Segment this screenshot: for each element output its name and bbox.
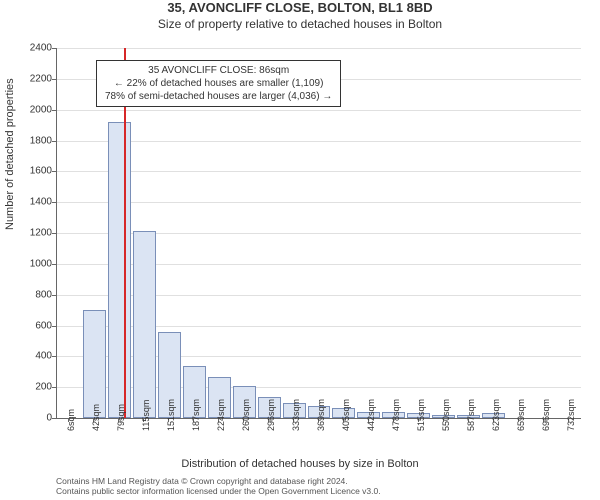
ytick-label: 1000 — [12, 258, 52, 269]
ytick-label: 1200 — [12, 228, 52, 239]
ytick-label: 2000 — [12, 104, 52, 115]
ytick-label: 2200 — [12, 73, 52, 84]
ytick-mark — [52, 202, 56, 203]
ytick-mark — [52, 295, 56, 296]
histogram-bar — [83, 310, 106, 418]
ytick-mark — [52, 418, 56, 419]
gridline — [57, 110, 581, 111]
chart-title: 35, AVONCLIFF CLOSE, BOLTON, BL1 8BD — [0, 0, 600, 15]
annotation-box: 35 AVONCLIFF CLOSE: 86sqm← 22% of detach… — [96, 60, 341, 107]
ytick-mark — [52, 233, 56, 234]
ytick-label: 200 — [12, 382, 52, 393]
ytick-mark — [52, 356, 56, 357]
gridline — [57, 171, 581, 172]
histogram-bar — [108, 122, 131, 418]
ytick-label: 600 — [12, 320, 52, 331]
gridline — [57, 141, 581, 142]
ytick-mark — [52, 48, 56, 49]
ytick-label: 800 — [12, 289, 52, 300]
ytick-mark — [52, 141, 56, 142]
x-axis-label: Distribution of detached houses by size … — [0, 458, 600, 470]
ytick-label: 400 — [12, 351, 52, 362]
annotation-line1: 35 AVONCLIFF CLOSE: 86sqm — [105, 64, 332, 77]
ytick-label: 2400 — [12, 43, 52, 54]
attribution-line1: Contains HM Land Registry data © Crown c… — [56, 476, 381, 486]
ytick-mark — [52, 110, 56, 111]
ytick-mark — [52, 79, 56, 80]
attribution-line2: Contains public sector information licen… — [56, 486, 381, 496]
ytick-mark — [52, 264, 56, 265]
annotation-line2: ← 22% of detached houses are smaller (1,… — [105, 77, 332, 90]
histogram-bar — [133, 231, 156, 418]
ytick-mark — [52, 171, 56, 172]
ytick-label: 1600 — [12, 166, 52, 177]
gridline — [57, 48, 581, 49]
ytick-label: 1400 — [12, 197, 52, 208]
ytick-label: 1800 — [12, 135, 52, 146]
annotation-line3: 78% of semi-detached houses are larger (… — [105, 90, 332, 103]
ytick-label: 0 — [12, 413, 52, 424]
ytick-mark — [52, 326, 56, 327]
chart-subtitle: Size of property relative to detached ho… — [0, 17, 600, 31]
attribution-text: Contains HM Land Registry data © Crown c… — [56, 476, 381, 496]
ytick-mark — [52, 387, 56, 388]
gridline — [57, 202, 581, 203]
